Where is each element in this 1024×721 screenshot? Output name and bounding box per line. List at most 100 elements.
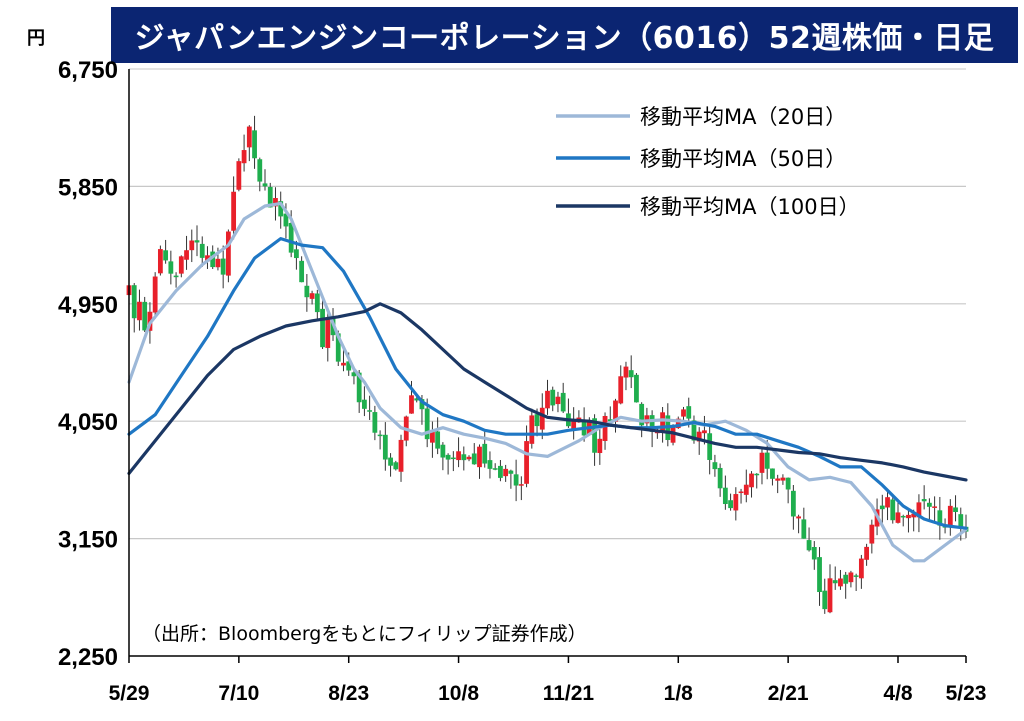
candle-body [628, 370, 634, 378]
candle-body [932, 506, 938, 508]
x-tick-label: 8/23 [328, 682, 369, 705]
candle [241, 134, 247, 172]
candle-body [853, 575, 859, 577]
candle-body [409, 395, 414, 414]
candle-body [649, 415, 655, 432]
candle-body [811, 546, 817, 560]
candle-body [267, 186, 273, 208]
candle-body [722, 487, 728, 505]
candle-body [953, 507, 958, 513]
candle [926, 498, 932, 520]
candle-body [717, 467, 723, 489]
candle [320, 300, 325, 349]
candle-body [215, 258, 221, 268]
candle [503, 464, 509, 482]
candle [869, 519, 875, 554]
candle [895, 502, 901, 524]
candle [628, 355, 634, 389]
candle [733, 487, 739, 521]
candle [225, 229, 231, 283]
candle-body [712, 462, 718, 470]
candle-body [534, 414, 540, 427]
candle-body [257, 159, 263, 182]
chart-title: ジャパンエンジンコーポレーション（6016）52週株価・日足 [134, 21, 995, 56]
x-tick-label: 10/8 [438, 682, 479, 705]
candle-body [921, 499, 927, 502]
candle-body [252, 130, 257, 159]
candle-body [749, 473, 754, 488]
candle-body [675, 418, 681, 429]
candle-body [947, 505, 953, 526]
candle-body [419, 399, 425, 410]
candle-body [879, 505, 885, 510]
candle [963, 514, 969, 539]
candle [152, 272, 158, 319]
candle [430, 421, 435, 458]
candle-body [309, 293, 315, 299]
candle [560, 382, 566, 414]
candle-body [163, 250, 169, 261]
candle-body [498, 465, 503, 478]
candle-body [790, 490, 796, 517]
legend-label-ma100: 移動平均MA（100日） [640, 195, 860, 219]
candle [602, 412, 608, 450]
candle-body [461, 454, 467, 461]
candle [827, 564, 833, 614]
candle [623, 361, 629, 391]
candle-body [304, 285, 310, 298]
candle-body [513, 474, 519, 486]
candle [267, 182, 273, 208]
candle [806, 527, 812, 552]
candle [513, 459, 519, 502]
candle [252, 115, 257, 169]
candle-body [450, 457, 456, 460]
candle [168, 250, 174, 285]
axes: 6,750 5,850 4,950 4,050 3,150 2,250 5/29 7/10 8/… [58, 57, 987, 705]
candle-body [225, 231, 231, 276]
candle [178, 255, 184, 278]
candle [194, 225, 200, 257]
candle-body [764, 452, 770, 469]
candle-body [466, 456, 472, 460]
candle-body [670, 427, 676, 443]
candle-body [681, 409, 686, 417]
candle-body [398, 439, 404, 472]
x-tick-label: 1/8 [664, 682, 694, 705]
y-tick-label: 6,750 [58, 57, 118, 84]
candle [832, 566, 838, 590]
candle-body [262, 183, 268, 187]
candle-body [367, 410, 373, 412]
candle [471, 443, 477, 465]
candle-body [743, 484, 749, 495]
candle [864, 543, 870, 566]
y-unit-label: 円 [27, 28, 45, 49]
candle [173, 272, 179, 288]
candle-body [796, 516, 801, 519]
candle-body [236, 161, 242, 190]
candle-body [199, 243, 205, 258]
candle [759, 446, 765, 485]
candle [811, 541, 817, 570]
candle-body [477, 446, 482, 468]
candle-body [157, 249, 163, 274]
candle [362, 386, 367, 417]
candle-body [335, 333, 341, 362]
candle-body [660, 412, 665, 433]
candle [440, 442, 446, 471]
candle [184, 235, 189, 270]
title-banner: ジャパンエンジンコーポレーション（6016）52週株価・日足 [111, 7, 1018, 63]
candle-body [707, 433, 713, 460]
candle [367, 395, 373, 420]
candle-body [424, 408, 430, 440]
candle [314, 289, 320, 321]
candle-body [456, 451, 461, 461]
candle [157, 245, 163, 276]
candle [712, 454, 718, 477]
candle [236, 158, 242, 192]
candle-body [785, 477, 791, 490]
x-tick-label: 11/21 [543, 682, 595, 705]
candle-body [246, 126, 252, 148]
candle [722, 475, 728, 510]
candle [466, 455, 472, 462]
candle [246, 125, 252, 162]
